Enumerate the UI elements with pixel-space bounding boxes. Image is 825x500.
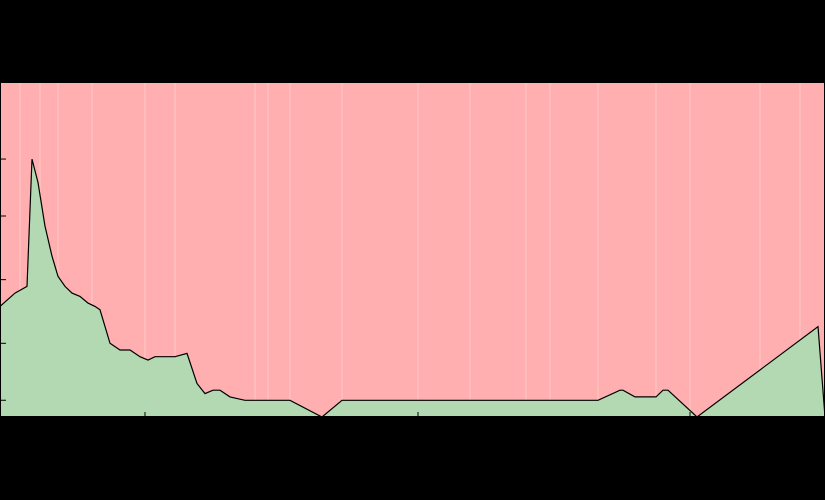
plot-area — [0, 82, 825, 418]
lower-share-area — [0, 159, 825, 417]
share-boundary-line — [0, 158, 825, 418]
